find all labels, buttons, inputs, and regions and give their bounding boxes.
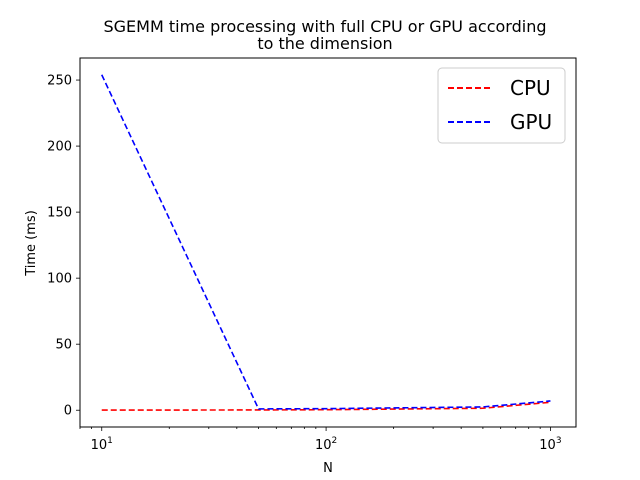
y-axis: 0 50 100 150 200 250 [47,74,80,419]
x-axis-label: N [323,461,333,476]
chart-title-line2: to the dimension [257,34,392,53]
x-tick-label: 103 [539,436,561,453]
legend-label-cpu: CPU [510,76,551,100]
x-tick-label: 102 [315,436,337,453]
x-axis: 101 102 103 [79,427,562,453]
y-tick-label: 100 [47,272,72,287]
y-tick-label: 150 [47,206,72,221]
legend-label-gpu: GPU [510,110,552,134]
plot-frame [79,57,577,428]
series-line-cpu [101,401,551,411]
x-tick-label: 101 [91,436,113,453]
y-tick-label: 200 [47,140,72,155]
series-line-gpu [101,74,551,410]
plot-lines [101,74,551,411]
y-tick-label: 250 [47,74,72,89]
y-tick-label: 50 [55,338,72,353]
y-tick-label: 0 [64,404,72,419]
legend-frame [437,67,566,144]
y-axis-label: Time (ms) [24,210,39,277]
legend: CPU GPU [437,67,566,144]
chart-title-line1: SGEMM time processing with full CPU or G… [104,17,547,36]
